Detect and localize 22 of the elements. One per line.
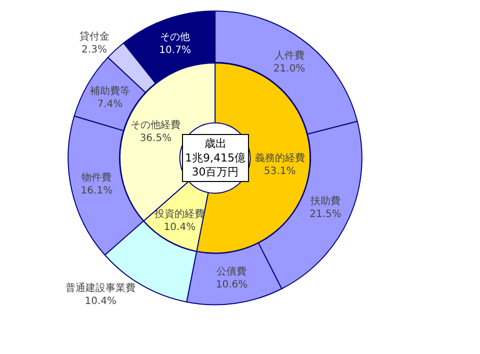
slice-label: 義務的経費 xyxy=(254,152,305,164)
slice-label: 人件費 xyxy=(274,50,304,62)
data-label: 10.6% xyxy=(216,279,248,290)
slice-label: 扶助費 xyxy=(310,195,341,208)
slice-label: その他 xyxy=(160,30,190,43)
data-label: 36.5% xyxy=(140,132,172,144)
text: 歳出 1兆9,415億 30百万円 xyxy=(185,137,246,179)
slice-label: 補助費等 xyxy=(90,85,130,98)
data-label: 10.4% xyxy=(164,222,196,233)
data-label: 2.3% xyxy=(82,44,107,56)
slice-label: その他経費 xyxy=(130,118,181,131)
data-label: 10.7% xyxy=(159,44,191,56)
slice-label: 貸付金 xyxy=(79,30,110,43)
data-label: 16.1% xyxy=(80,185,113,196)
data-label: 21.5% xyxy=(310,209,342,220)
data-label: 10.4% xyxy=(84,296,117,308)
data-label: 53.1% xyxy=(264,166,296,177)
slice-label: 普通建設事業費 xyxy=(66,282,136,294)
data-label: 21.0% xyxy=(273,64,306,75)
slice-label: 公債費 xyxy=(216,265,247,278)
slice-label: 物件費 xyxy=(82,171,112,184)
data-label: 7.4% xyxy=(97,99,123,110)
